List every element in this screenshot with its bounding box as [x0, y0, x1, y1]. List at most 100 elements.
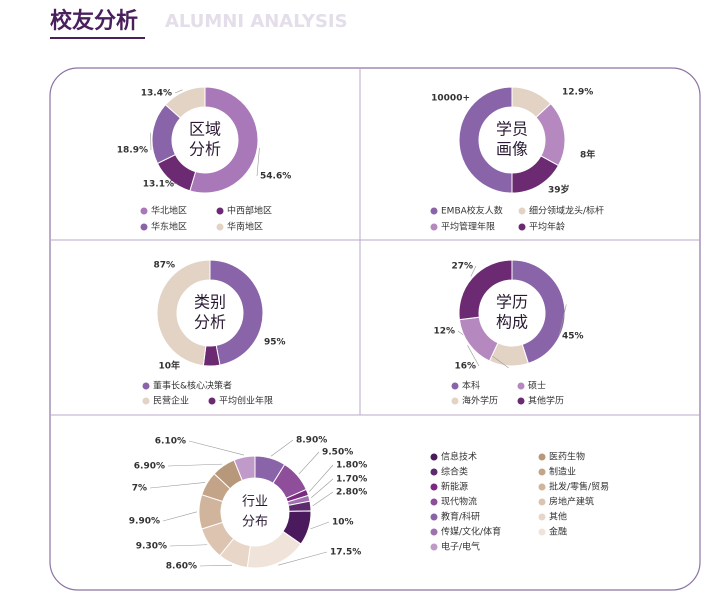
- legend-label: 金融: [549, 526, 567, 538]
- legend-marker: [517, 397, 525, 405]
- pie-slice: [233, 455, 256, 482]
- legend-label: 电子/电气: [441, 541, 480, 553]
- legend-label: 华南地区: [227, 221, 263, 233]
- legend-label: 平均创业年限: [219, 395, 273, 407]
- leader-line: [312, 491, 334, 507]
- center-disc: [173, 108, 237, 172]
- legend-label: 制造业: [549, 466, 576, 478]
- legend-marker: [430, 498, 438, 506]
- leader-line: [256, 147, 260, 177]
- legend-label: 民营企业: [153, 395, 189, 407]
- data-label: 1.80%: [336, 461, 367, 471]
- legend-marker: [538, 483, 546, 491]
- legend-marker: [538, 453, 546, 461]
- legend-marker: [140, 223, 148, 231]
- panel-label: 12.9%: [562, 88, 593, 98]
- leader-line: [298, 451, 320, 475]
- data-label: 9.90%: [129, 517, 160, 527]
- data-label: 12%: [433, 327, 455, 337]
- leader-line: [169, 181, 178, 185]
- legend-marker: [430, 468, 438, 476]
- pie-slice: [189, 86, 259, 194]
- leader-line: [149, 482, 206, 489]
- data-label: 7%: [132, 484, 147, 494]
- legend-marker: [142, 382, 150, 390]
- panel-label: 10000+: [431, 94, 470, 104]
- legend-label: 传媒/文化/体育: [441, 526, 501, 538]
- data-label: 10%: [332, 518, 354, 528]
- leader-line: [278, 551, 328, 566]
- center-label: 分布: [242, 515, 268, 530]
- legend-label: 细分领域龙头/标杆: [529, 205, 604, 217]
- leader-line: [467, 345, 480, 367]
- center-label: 分析: [189, 140, 221, 159]
- center-disc: [480, 281, 544, 345]
- legend-marker: [140, 207, 148, 215]
- legend-label: 房地产建筑: [549, 496, 594, 508]
- data-label: 9.30%: [136, 542, 167, 552]
- leader-line: [309, 464, 334, 492]
- center-label: 学历: [496, 293, 528, 312]
- legend-marker: [538, 528, 546, 536]
- data-label: 54.6%: [260, 172, 291, 182]
- panel-label: 39岁: [548, 184, 570, 196]
- data-label: 6.10%: [155, 437, 186, 447]
- legend-marker: [538, 498, 546, 506]
- legend-marker: [216, 223, 224, 231]
- leader-line: [270, 439, 294, 457]
- legend-label: 现代物流: [441, 496, 477, 508]
- data-label: 2.80%: [336, 488, 367, 498]
- legend-marker: [518, 223, 526, 231]
- panel-label: 10年: [158, 360, 180, 372]
- decor-arc: [209, 259, 264, 366]
- legend-label: 医药生物: [549, 451, 585, 463]
- legend-marker: [517, 382, 525, 390]
- leader-line: [470, 265, 477, 277]
- leader-line: [162, 511, 198, 522]
- center-label: 区域: [189, 120, 221, 139]
- legend-label: 本科: [462, 380, 480, 392]
- legend-marker: [538, 468, 546, 476]
- legend-marker: [451, 397, 459, 405]
- center-label: 构成: [496, 313, 528, 332]
- legend-marker: [430, 453, 438, 461]
- center-disc: [222, 479, 288, 545]
- data-label: 27%: [451, 262, 473, 272]
- legend-label: 中西部地区: [227, 205, 272, 217]
- center-label: 类别: [194, 293, 226, 312]
- leader-line: [311, 478, 334, 498]
- legend-label: 硕士: [528, 380, 546, 392]
- legend-marker: [451, 382, 459, 390]
- legend-label: 董事长&核心决策者: [153, 380, 232, 392]
- data-label: 16%: [454, 362, 476, 372]
- pie-slice: [458, 259, 513, 321]
- data-label: 8.60%: [166, 562, 197, 572]
- legend-label: 综合类: [441, 466, 468, 478]
- legend-marker: [216, 207, 224, 215]
- panel-label: 87%: [153, 261, 175, 271]
- decor-arc: [458, 86, 513, 194]
- legend-marker: [430, 543, 438, 551]
- page-title: 校友分析: [50, 8, 138, 34]
- legend-label: 批发/零售/贸易: [549, 481, 609, 493]
- legend-label: 平均年龄: [529, 221, 565, 233]
- pie-slice: [511, 259, 566, 365]
- legend-label: 新能源: [441, 481, 468, 493]
- legend-label: 教育/科研: [441, 511, 480, 523]
- pie-slice: [164, 86, 206, 119]
- legend-label: 信息技术: [441, 451, 477, 463]
- data-label: 8.90%: [296, 436, 327, 446]
- data-label: 45%: [562, 332, 584, 342]
- data-label: 6.90%: [134, 462, 165, 472]
- leader-line: [169, 544, 208, 547]
- leader-line: [558, 304, 567, 337]
- legend-label: 其他: [549, 511, 567, 523]
- leader-line: [199, 564, 232, 567]
- data-label: 1.70%: [336, 475, 367, 485]
- center-label: 画像: [496, 140, 528, 159]
- panel-label: 95%: [264, 338, 286, 348]
- legend-marker: [430, 207, 438, 215]
- panel-label: 8年: [580, 149, 595, 161]
- legend-marker: [538, 513, 546, 521]
